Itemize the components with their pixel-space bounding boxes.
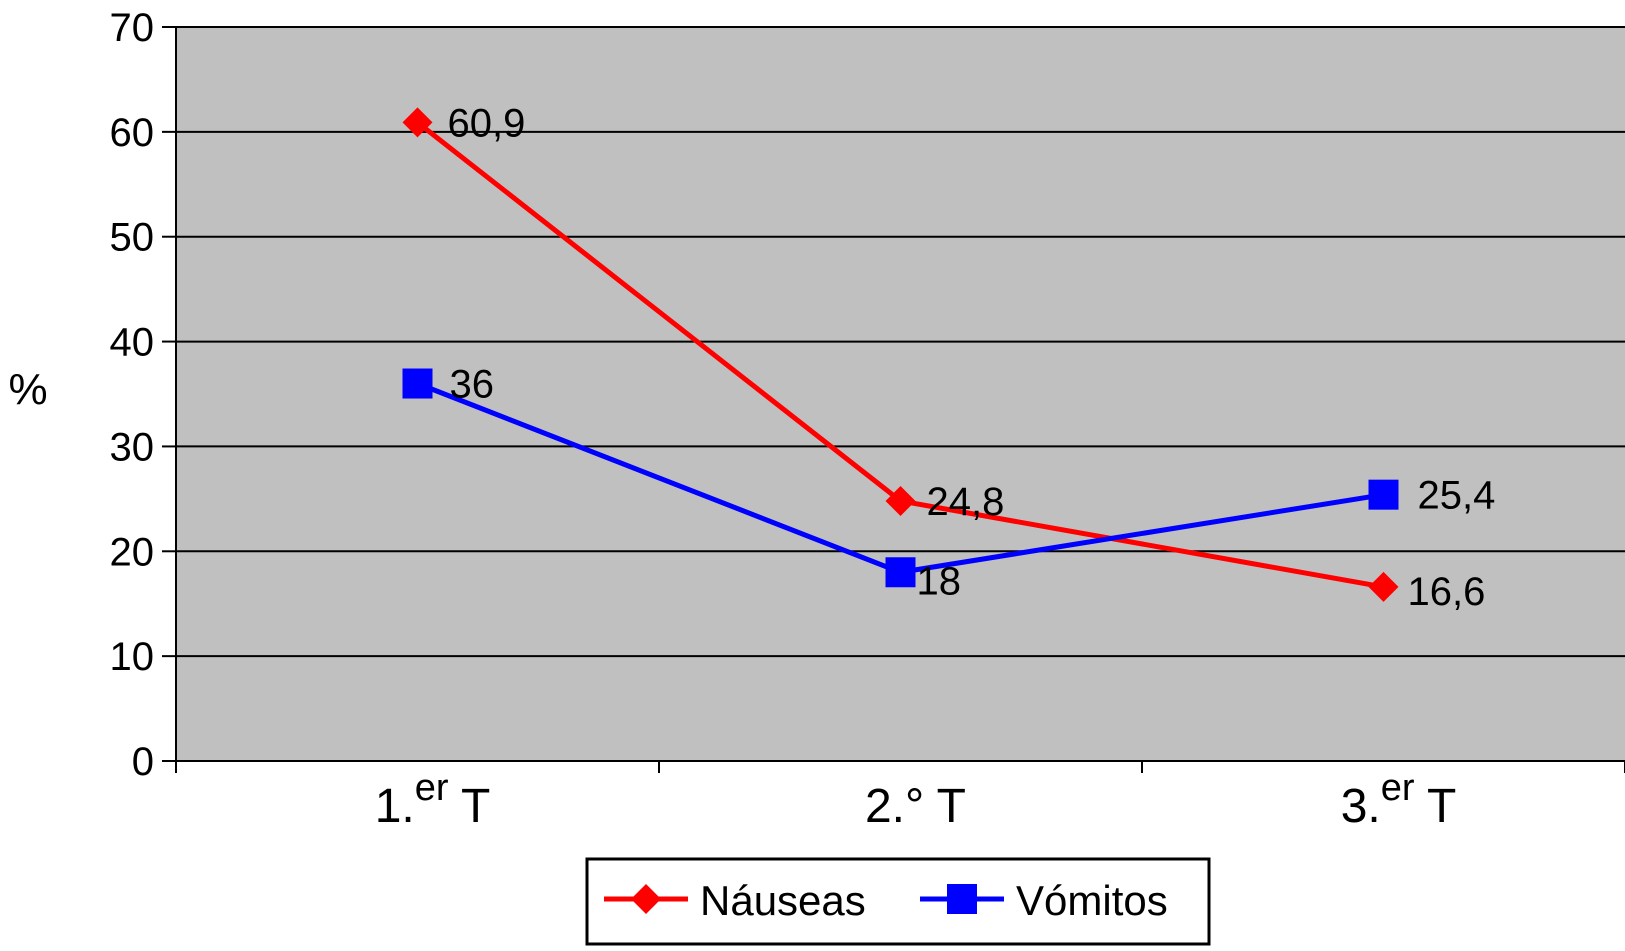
y-tick-label-50: 50	[110, 216, 155, 260]
series-2-label-3: 25,4	[1418, 474, 1496, 518]
series-2-point-2	[885, 557, 916, 588]
series-1-label-1: 60,9	[448, 101, 526, 145]
series-1-point-1	[402, 107, 433, 138]
legend-label-2: Vómitos	[1016, 877, 1168, 924]
x-tick-label-2: 2.° T	[865, 780, 966, 833]
x-tick-label-3: 3.er T	[1341, 767, 1457, 833]
series-2-label-2: 18	[917, 559, 962, 603]
legend-marker-2	[947, 884, 977, 914]
y-tick-label-40: 40	[110, 321, 155, 365]
series-1-point-2	[885, 485, 916, 516]
series-1-label-2: 24,8	[927, 480, 1005, 524]
y-tick-label-70: 70	[110, 6, 155, 50]
x-tick-label-1: 1.er T	[375, 767, 491, 833]
y-tick-labels: 0 10 20 30 40 50 60 70	[110, 6, 155, 784]
legend-box	[585, 857, 1211, 946]
series-1-label-3: 16,6	[1408, 570, 1486, 614]
y-tick-label-10: 10	[110, 635, 155, 679]
y-tick-label-60: 60	[110, 111, 155, 155]
series-1-point-3	[1368, 571, 1399, 602]
legend-marker-1	[631, 884, 661, 914]
series-2-point-3	[1368, 479, 1399, 510]
x-tick-labels: 1.er T 2.° T 3.er T	[375, 767, 1457, 833]
data-labels: 60,9 24,8 16,6 36 18 25,4	[448, 101, 1496, 614]
y-axis-label: %	[8, 365, 47, 414]
legend: Náuseas Vómitos	[585, 857, 1211, 946]
plot-area	[176, 27, 1625, 761]
y-tick-label-30: 30	[110, 425, 155, 469]
legend-label-1: Náuseas	[700, 877, 866, 924]
y-tick-label-0: 0	[132, 740, 154, 784]
series-2-point-1	[402, 368, 433, 399]
y-tick-label-20: 20	[110, 530, 155, 574]
series-markers	[402, 107, 1399, 602]
axes	[162, 26, 1625, 773]
series-2-label-1: 36	[450, 363, 495, 407]
